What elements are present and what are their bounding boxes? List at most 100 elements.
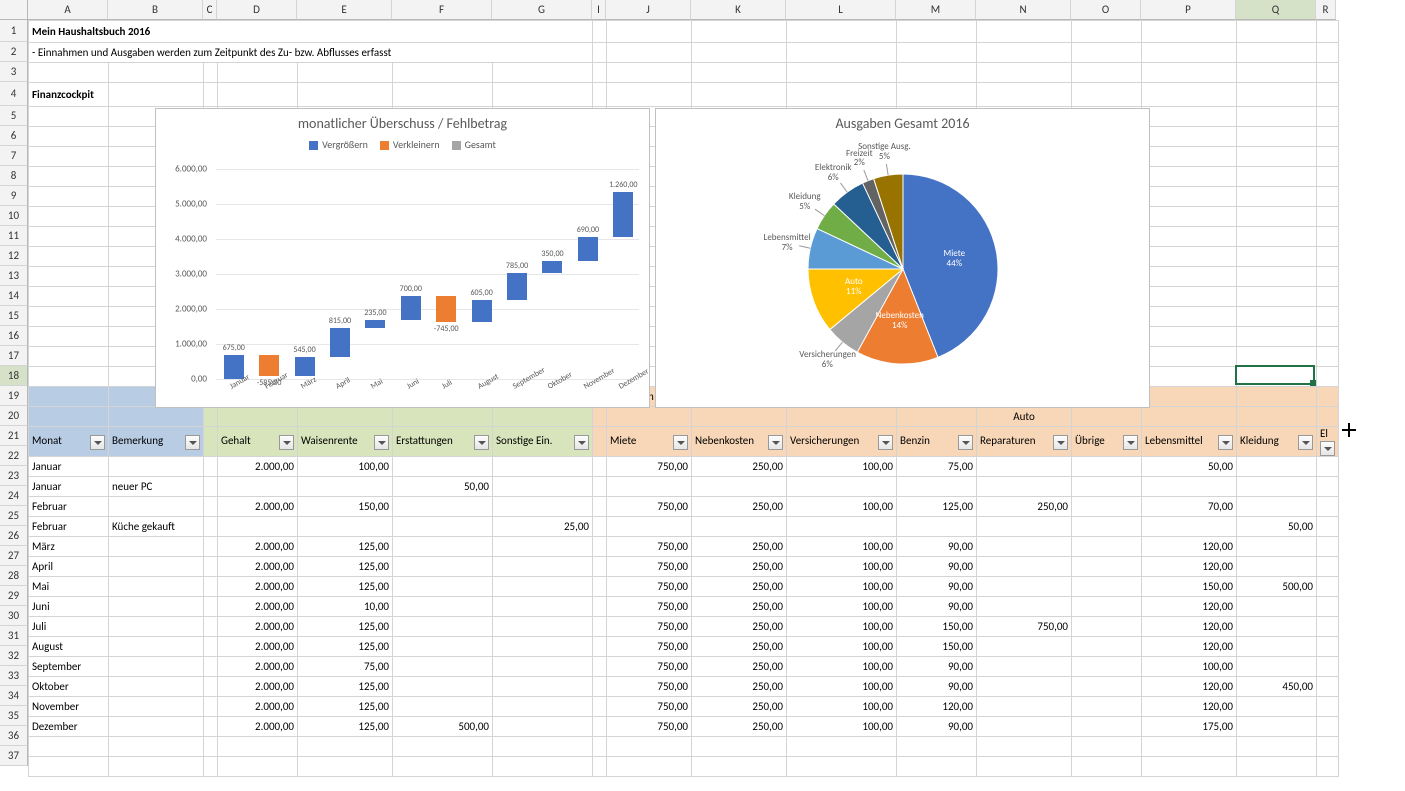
- bar-Mai: [365, 320, 385, 328]
- row-header-18[interactable]: 18: [0, 366, 28, 386]
- row-header-12[interactable]: 12: [0, 246, 28, 266]
- row-header-1[interactable]: 1: [0, 20, 28, 42]
- col-label-versicherungen: Versicherungen: [790, 434, 859, 447]
- bar-November: [578, 237, 598, 261]
- col-label-kleidung: Kleidung: [1240, 434, 1279, 447]
- row-header-19[interactable]: 19: [0, 386, 28, 406]
- row-header-17[interactable]: 17: [0, 346, 28, 366]
- filter-button[interactable]: [1218, 435, 1233, 450]
- filter-button[interactable]: [1298, 435, 1313, 450]
- filter-button[interactable]: [185, 435, 200, 450]
- row-header-35[interactable]: 35: [0, 706, 28, 726]
- x-axis-labels: JanuarFebruarMärzAprilMaiJuniJuliAugustS…: [216, 377, 639, 403]
- chart-title: Ausgaben Gesamt 2016: [656, 109, 1149, 138]
- row-header-5[interactable]: 5: [0, 106, 28, 126]
- row-header-3[interactable]: 3: [0, 62, 28, 82]
- bar-Juli: [436, 296, 456, 322]
- col-label-waisenrente: Waisenrente: [301, 434, 358, 447]
- filter-button[interactable]: [1053, 435, 1068, 450]
- row-header-11[interactable]: 11: [0, 226, 28, 246]
- filter-button[interactable]: [474, 435, 489, 450]
- bar-August: [472, 300, 492, 321]
- filter-button[interactable]: [878, 435, 893, 450]
- filter-button[interactable]: [1123, 435, 1138, 450]
- col-header-G[interactable]: G: [492, 0, 592, 20]
- filter-button[interactable]: [958, 435, 973, 450]
- row-header-22[interactable]: 22: [0, 446, 28, 466]
- row-header-4[interactable]: 4: [0, 82, 28, 106]
- row-header-25[interactable]: 25: [0, 506, 28, 526]
- col-label-benzin: Benzin: [900, 434, 930, 447]
- row-header-29[interactable]: 29: [0, 586, 28, 606]
- plot-area: 675,00-585,00545,00815,00235,00700,00-74…: [216, 169, 639, 377]
- y-axis: 0,001.000,002.000,003.000,004.000,005.00…: [156, 169, 211, 377]
- row-header-21[interactable]: 21: [0, 426, 28, 446]
- row-header-34[interactable]: 34: [0, 686, 28, 706]
- row-header-15[interactable]: 15: [0, 306, 28, 326]
- select-all-corner[interactable]: [0, 0, 28, 20]
- col-header-C[interactable]: C: [203, 0, 217, 20]
- col-header-E[interactable]: E: [297, 0, 392, 20]
- row-header-7[interactable]: 7: [0, 146, 28, 166]
- chart-legend: VergrößernVerkleinernGesamt: [156, 138, 649, 151]
- row-header-37[interactable]: 37: [0, 746, 28, 766]
- row-header-16[interactable]: 16: [0, 326, 28, 346]
- col-header-P[interactable]: P: [1141, 0, 1236, 20]
- col-header-K[interactable]: K: [691, 0, 786, 20]
- row-header-32[interactable]: 32: [0, 646, 28, 666]
- col-label-miete: Miete: [610, 434, 636, 447]
- filter-button[interactable]: [673, 435, 688, 450]
- column-headers[interactable]: ABCDEFGHIJKLMNOPQR: [28, 0, 1336, 20]
- row-header-8[interactable]: 8: [0, 166, 28, 186]
- filter-button[interactable]: [279, 435, 294, 450]
- col-header-R[interactable]: R: [1316, 0, 1336, 20]
- col-header-L[interactable]: L: [786, 0, 896, 20]
- spreadsheet: ABCDEFGHIJKLMNOPQR 123456789101112131415…: [0, 0, 1405, 791]
- col-label-sonstige_ein: Sonstige Ein.: [496, 434, 552, 447]
- col-header-J[interactable]: J: [606, 0, 691, 20]
- row-header-14[interactable]: 14: [0, 286, 28, 306]
- col-header-I[interactable]: I: [592, 0, 606, 20]
- col-header-N[interactable]: N: [976, 0, 1071, 20]
- filter-button[interactable]: [574, 435, 589, 450]
- row-header-13[interactable]: 13: [0, 266, 28, 286]
- col-header-O[interactable]: O: [1071, 0, 1141, 20]
- pie-chart[interactable]: Ausgaben Gesamt 2016 Miete44%Nebenkosten…: [655, 108, 1150, 408]
- row-header-28[interactable]: 28: [0, 566, 28, 586]
- row-header-20[interactable]: 20: [0, 406, 28, 426]
- col-header-F[interactable]: F: [392, 0, 492, 20]
- row-headers[interactable]: 1234567891011121314151617181920212223242…: [0, 20, 28, 766]
- row-header-6[interactable]: 6: [0, 126, 28, 146]
- col-header-D[interactable]: D: [217, 0, 297, 20]
- row-header-23[interactable]: 23: [0, 466, 28, 486]
- waterfall-chart[interactable]: monatlicher Überschuss / Fehlbetrag Verg…: [155, 108, 650, 408]
- col-label-bemerkung: Bemerkung: [112, 434, 163, 447]
- filter-button[interactable]: [768, 435, 783, 450]
- col-label-monat: Monat: [32, 434, 62, 447]
- row-header-30[interactable]: 30: [0, 606, 28, 626]
- filter-button[interactable]: [90, 435, 105, 450]
- row-header-26[interactable]: 26: [0, 526, 28, 546]
- bar-März: [295, 357, 315, 376]
- col-label-erstattungen: Erstattungen: [396, 434, 453, 447]
- col-label-gehalt: Gehalt: [221, 434, 251, 447]
- col-header-A[interactable]: A: [28, 0, 108, 20]
- row-header-2[interactable]: 2: [0, 42, 28, 62]
- row-header-10[interactable]: 10: [0, 206, 28, 226]
- col-header-B[interactable]: B: [108, 0, 203, 20]
- row-header-24[interactable]: 24: [0, 486, 28, 506]
- filter-button[interactable]: [1320, 441, 1335, 456]
- bar-Februar: [259, 355, 279, 375]
- col-label-lebensmittel: Lebensmittel: [1145, 434, 1203, 447]
- col-label-uebrige: Übrige: [1075, 434, 1105, 447]
- bar-Oktober: [542, 261, 562, 273]
- row-header-27[interactable]: 27: [0, 546, 28, 566]
- row-header-33[interactable]: 33: [0, 666, 28, 686]
- row-header-36[interactable]: 36: [0, 726, 28, 746]
- col-header-Q[interactable]: Q: [1236, 0, 1316, 20]
- filter-button[interactable]: [374, 435, 389, 450]
- row-header-9[interactable]: 9: [0, 186, 28, 206]
- col-label-nebenkosten: Nebenkosten: [695, 434, 754, 447]
- row-header-31[interactable]: 31: [0, 626, 28, 646]
- col-header-M[interactable]: M: [896, 0, 976, 20]
